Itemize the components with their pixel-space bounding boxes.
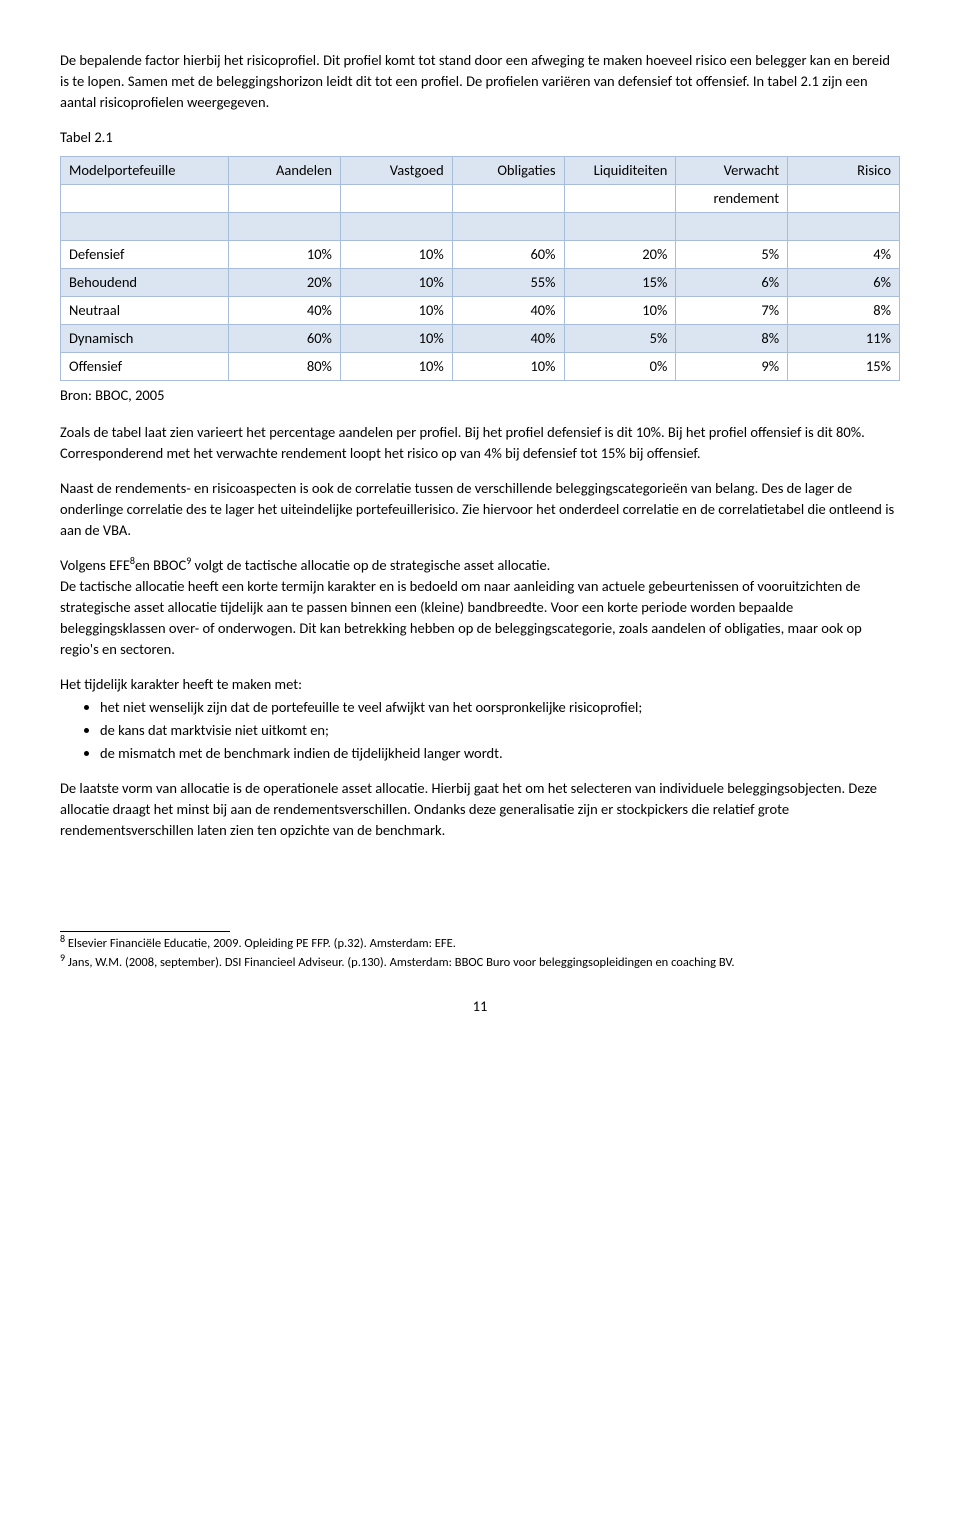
footnote-text: Jans, W.M. (2008, september). DSI Financ…	[65, 955, 734, 970]
cell: 11%	[788, 325, 900, 353]
cell: 5%	[676, 241, 788, 269]
intro-paragraph-1: De bepalende factor hierbij het risicopr…	[60, 50, 900, 113]
cell: 8%	[788, 297, 900, 325]
cell: 15%	[788, 353, 900, 381]
cell: 9%	[676, 353, 788, 381]
col-header: Risico	[788, 157, 900, 185]
cell: 10%	[340, 269, 452, 297]
cell: 5%	[564, 325, 676, 353]
footnote: 8 Elsevier Financiële Educatie, 2009. Op…	[60, 936, 900, 953]
cell: 10%	[340, 297, 452, 325]
cell: 10%	[340, 353, 452, 381]
row-label: Defensief	[61, 241, 229, 269]
paragraph: De laatste vorm van allocatie is de oper…	[60, 778, 900, 841]
col-header: Aandelen	[229, 157, 341, 185]
paragraph: Zoals de tabel laat zien varieert het pe…	[60, 422, 900, 464]
row-label: Offensief	[61, 353, 229, 381]
risk-profile-table: Modelportefeuille Aandelen Vastgoed Obli…	[60, 156, 900, 381]
page-number: 11	[60, 996, 900, 1017]
paragraph: Naast de rendements- en risicoaspecten i…	[60, 478, 900, 541]
row-label: Neutraal	[61, 297, 229, 325]
cell: 80%	[229, 353, 341, 381]
table-row: Dynamisch 60% 10% 40% 5% 8% 11%	[61, 325, 900, 353]
cell: 20%	[564, 241, 676, 269]
cell: 0%	[564, 353, 676, 381]
col-header: Vastgoed	[340, 157, 452, 185]
cell: 60%	[452, 241, 564, 269]
cell: 10%	[340, 325, 452, 353]
cell: 40%	[452, 325, 564, 353]
row-label: Behoudend	[61, 269, 229, 297]
list-item: het niet wenselijk zijn dat de portefeui…	[100, 697, 900, 718]
footnote-text: Elsevier Financiële Educatie, 2009. Ople…	[65, 936, 456, 951]
cell: 40%	[229, 297, 341, 325]
col-header: Modelportefeuille	[61, 157, 229, 185]
text-run: en BBOC	[135, 556, 186, 574]
cell: 6%	[676, 269, 788, 297]
cell: 15%	[564, 269, 676, 297]
cell: 20%	[229, 269, 341, 297]
text-run: De tactische allocatie heeft een korte t…	[60, 577, 862, 658]
col-header: Verwacht	[676, 157, 788, 185]
table-row: Behoudend 20% 10% 55% 15% 6% 6%	[61, 269, 900, 297]
list-item: de kans dat marktvisie niet uitkomt en;	[100, 720, 900, 741]
footnote: 9 Jans, W.M. (2008, september). DSI Fina…	[60, 955, 900, 972]
subheader-cell: rendement	[676, 185, 788, 213]
list-item: de mismatch met de benchmark indien de t…	[100, 743, 900, 764]
text-run: Volgens EFE	[60, 556, 130, 574]
col-header: Obligaties	[452, 157, 564, 185]
footnote-separator	[60, 931, 230, 932]
cell: 10%	[452, 353, 564, 381]
cell: 10%	[340, 241, 452, 269]
cell: 10%	[564, 297, 676, 325]
table-row: Neutraal 40% 10% 40% 10% 7% 8%	[61, 297, 900, 325]
table-header-row: Modelportefeuille Aandelen Vastgoed Obli…	[61, 157, 900, 185]
cell: 4%	[788, 241, 900, 269]
table-row: Defensief 10% 10% 60% 20% 5% 4%	[61, 241, 900, 269]
table-spacer-row	[61, 213, 900, 241]
table-source: Bron: BBOC, 2005	[60, 385, 900, 406]
paragraph: Volgens EFE8en BBOC9 volgt de tactische …	[60, 555, 900, 660]
text-run: volgt de tactische allocatie op de strat…	[191, 556, 550, 574]
table-subheader-row: rendement	[61, 185, 900, 213]
cell: 60%	[229, 325, 341, 353]
cell: 10%	[229, 241, 341, 269]
cell: 7%	[676, 297, 788, 325]
cell: 40%	[452, 297, 564, 325]
bullet-intro: Het tijdelijk karakter heeft te maken me…	[60, 674, 900, 695]
table-caption: Tabel 2.1	[60, 127, 900, 148]
col-header: Liquiditeiten	[564, 157, 676, 185]
table-row: Offensief 80% 10% 10% 0% 9% 15%	[61, 353, 900, 381]
bullet-list: het niet wenselijk zijn dat de portefeui…	[60, 697, 900, 764]
row-label: Dynamisch	[61, 325, 229, 353]
cell: 6%	[788, 269, 900, 297]
cell: 55%	[452, 269, 564, 297]
cell: 8%	[676, 325, 788, 353]
